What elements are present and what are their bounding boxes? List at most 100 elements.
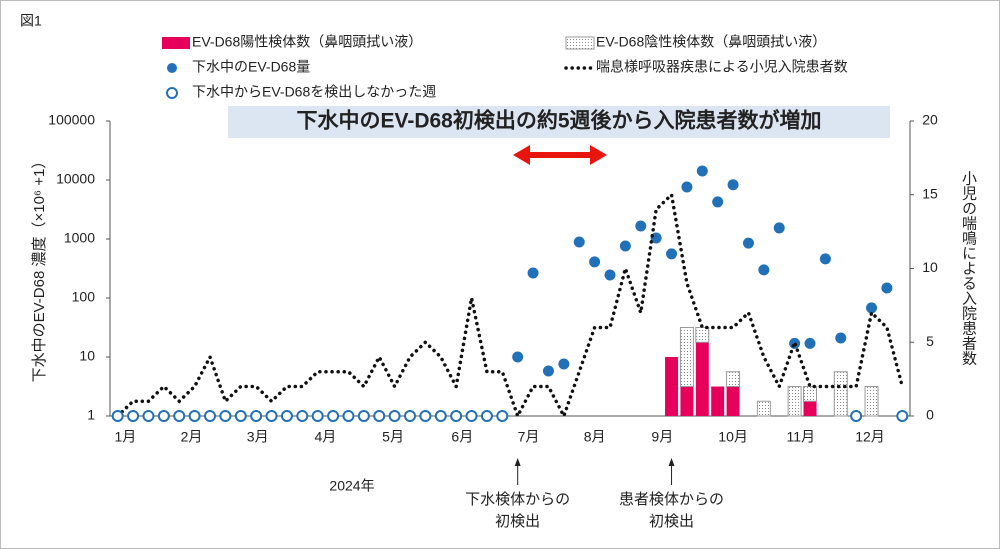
nondetect-point — [219, 410, 232, 422]
y-tick-label: 1 — [87, 407, 95, 423]
legend-item: 喘息様呼吸器疾患による小児入院患者数 — [564, 59, 848, 75]
nondetect-point — [311, 410, 324, 422]
legend-swatch — [166, 87, 178, 99]
y-tick-label: 1000 — [64, 230, 95, 246]
legend-label: 喘息様呼吸器疾患による小児入院患者数 — [596, 59, 848, 75]
x-tick-label: 11月 — [786, 429, 815, 445]
bar — [787, 386, 802, 417]
legend-item: 下水中からEV-D68を検出しなかった週 — [166, 84, 436, 100]
annotation-text: 初検出 — [495, 513, 540, 530]
annotation-text: 下水検体からの — [465, 491, 570, 508]
nondetect-point — [173, 410, 186, 422]
bar — [665, 357, 679, 416]
nondetect-point — [357, 410, 370, 422]
period-arrow — [513, 145, 607, 165]
y2-tick-label: 10 — [922, 259, 938, 275]
nondetect-point — [373, 410, 386, 422]
nondetect-point — [388, 410, 401, 422]
nondetect-point — [111, 410, 124, 422]
sewage-point — [635, 220, 647, 232]
bar — [679, 327, 694, 387]
nondetect-point — [250, 410, 263, 422]
legend-swatch — [565, 36, 595, 50]
nondetect-point — [234, 410, 247, 422]
y2-tick-label: 15 — [922, 185, 938, 201]
figure-label: 図1 — [20, 13, 42, 29]
sewage-point — [666, 248, 678, 260]
x-tick-label: 1月 — [114, 429, 136, 445]
sewage-point — [512, 351, 524, 363]
year-label: 2024年 — [329, 478, 374, 494]
annotation-arrowhead — [668, 458, 675, 466]
sewage-point — [819, 253, 831, 265]
x-tick-label: 4月 — [314, 429, 336, 445]
y-tick-label: 100000 — [48, 112, 95, 128]
nondetect-point — [280, 410, 293, 422]
nondetect-point — [465, 410, 478, 422]
bar — [711, 386, 725, 416]
nondetect-point — [296, 410, 309, 422]
nondetect-point — [127, 410, 140, 422]
sewage-point — [727, 179, 739, 191]
bar — [756, 400, 771, 417]
nondetect-point — [450, 410, 463, 422]
x-tick-label: 12月 — [855, 429, 885, 445]
annotation-arrowhead — [514, 458, 521, 466]
nondetect-point — [434, 410, 447, 422]
nondetect-point — [850, 410, 863, 422]
sewage-point — [866, 302, 878, 314]
sewage-point — [527, 267, 539, 279]
y2-axis-label: 小児の喘鳴による入院患者数 — [960, 171, 977, 366]
annotation-text: 初検出 — [649, 513, 694, 530]
sewage-point — [773, 222, 785, 234]
y-tick-label: 100 — [72, 289, 96, 305]
y2-tick-label: 5 — [926, 333, 934, 349]
y2-tick-label: 0 — [926, 407, 934, 423]
x-tick-label: 8月 — [584, 429, 606, 445]
bar — [726, 371, 741, 387]
bar — [695, 342, 709, 416]
nondetect-point — [157, 410, 170, 422]
sewage-point — [558, 358, 570, 370]
y-axis-label: 下水中のEV-D68 濃度（×10⁶ +1） — [31, 154, 48, 383]
y-tick-label: 10000 — [56, 171, 95, 187]
bar — [803, 386, 817, 402]
legend-label: EV-D68陰性検体数（鼻咽頭拭い液） — [596, 34, 826, 50]
sewage-point — [542, 365, 554, 377]
nondetect-point — [496, 410, 509, 422]
title-banner — [228, 106, 890, 138]
sewage-point — [619, 240, 631, 252]
sewage-point — [573, 236, 585, 248]
nondetect-point — [342, 410, 355, 422]
x-tick-label: 10月 — [718, 429, 748, 445]
x-tick-label: 2月 — [181, 429, 203, 445]
nondetect-point — [327, 410, 340, 422]
sewage-point — [758, 264, 770, 276]
legend-label: 下水中のEV-D68量 — [192, 59, 310, 75]
legend-item: EV-D68陰性検体数（鼻咽頭拭い液） — [565, 34, 826, 50]
patient-line — [115, 191, 905, 421]
bar — [833, 371, 848, 417]
legend-label: 下水中からEV-D68を検出しなかった週 — [192, 84, 436, 100]
legend-label: EV-D68陽性検体数（鼻咽頭拭い液） — [192, 34, 422, 50]
sewage-point — [589, 256, 601, 268]
x-tick-label: 7月 — [518, 429, 540, 445]
annotation-text: 患者検体からの — [619, 491, 724, 508]
sewage-point — [881, 282, 893, 294]
bar — [695, 327, 710, 343]
bar — [726, 386, 740, 416]
sewage-point — [835, 332, 847, 344]
nondetect-point — [204, 410, 216, 422]
legend-swatch — [162, 37, 190, 49]
legend-item: EV-D68陽性検体数（鼻咽頭拭い液） — [162, 34, 422, 50]
nondetect-point — [896, 410, 909, 422]
nondetect-point — [419, 410, 432, 422]
x-tick-label: 5月 — [382, 429, 404, 445]
x-tick-label: 3月 — [247, 429, 269, 445]
legend-swatch — [167, 63, 177, 73]
bar — [864, 386, 879, 417]
nondetect-point — [404, 410, 416, 422]
